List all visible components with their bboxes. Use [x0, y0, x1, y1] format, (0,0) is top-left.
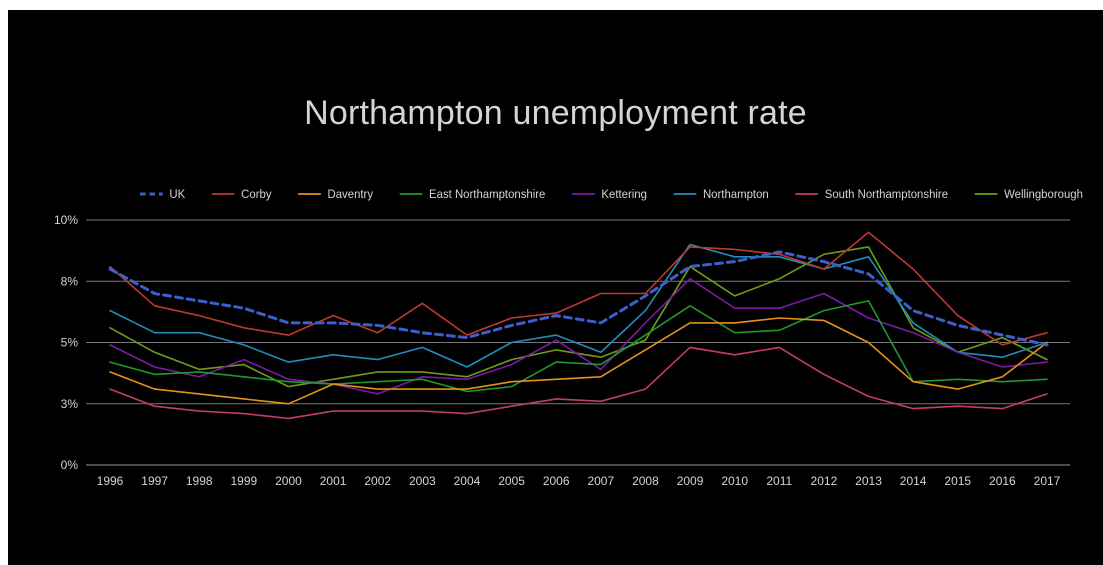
x-tick-label: 2001 — [320, 474, 347, 488]
x-tick-label: 2008 — [632, 474, 659, 488]
legend-item-south-northamptonshire: South Northamptonshire — [795, 188, 948, 201]
x-tick-label: 2003 — [409, 474, 436, 488]
x-tick-label: 2016 — [989, 474, 1016, 488]
legend-label: Corby — [241, 188, 271, 201]
x-tick-label: 1997 — [141, 474, 168, 488]
legend: UK Corby Daventry East Northamptonshire Kett… — [140, 188, 1083, 201]
x-tick-label: 2005 — [498, 474, 525, 488]
series-line-corby — [110, 232, 1047, 345]
x-tick-label: 2000 — [275, 474, 302, 488]
legend-item-east-northamptonshire: East Northamptonshire — [400, 188, 546, 201]
x-tick-label: 2010 — [721, 474, 748, 488]
y-tick-label: 10% — [54, 213, 78, 227]
x-tick-label: 1998 — [186, 474, 213, 488]
series-line-south-northamptonshire — [110, 347, 1047, 418]
legend-label: Kettering — [601, 188, 647, 201]
x-tick-label: 2007 — [587, 474, 614, 488]
x-tick-label: 2013 — [855, 474, 882, 488]
legend-item-corby: Corby — [212, 188, 272, 201]
x-tick-label: 1996 — [97, 474, 124, 488]
legend-label: UK — [169, 188, 185, 201]
x-tick-label: 2012 — [811, 474, 838, 488]
x-tick-label: 2014 — [900, 474, 927, 488]
x-tick-label: 2002 — [364, 474, 391, 488]
legend-item-kettering: Kettering — [572, 188, 647, 201]
legend-item-uk: UK — [140, 188, 185, 201]
legend-item-daventry: Daventry — [298, 188, 373, 201]
legend-item-northampton: Northampton — [674, 188, 769, 201]
x-tick-label: 2004 — [454, 474, 481, 488]
series-line-wellingborough — [110, 247, 1047, 387]
y-tick-label: 5% — [61, 336, 79, 350]
x-tick-label: 1999 — [231, 474, 258, 488]
legend-label: Wellingborough — [1004, 188, 1083, 201]
y-tick-label: 8% — [61, 274, 79, 288]
x-tick-label: 2009 — [677, 474, 704, 488]
legend-label: South Northamptonshire — [825, 188, 948, 201]
series-lines — [110, 232, 1047, 418]
x-axis-ticks: 1996 1997 1998 1999 2000 2001 2002 2003 2004 2005… — [97, 474, 1061, 488]
x-tick-label: 2006 — [543, 474, 570, 488]
x-tick-label: 2015 — [944, 474, 971, 488]
legend-label: Northampton — [703, 188, 769, 201]
legend-item-wellingborough: Wellingborough — [975, 188, 1083, 201]
y-tick-label: 3% — [61, 397, 79, 411]
line-chart: UK Corby Daventry East Northamptonshire Kett… — [8, 10, 1103, 565]
legend-label: East Northamptonshire — [429, 188, 545, 201]
y-axis-ticks: 0% 3% 5% 8% 10% — [54, 213, 78, 472]
chart-frame: Northampton unemployment rate UK Corby Dav… — [8, 10, 1103, 565]
x-tick-label: 2011 — [766, 474, 792, 488]
legend-label: Daventry — [328, 188, 374, 201]
x-tick-label: 2017 — [1034, 474, 1061, 488]
y-tick-label: 0% — [61, 458, 79, 472]
